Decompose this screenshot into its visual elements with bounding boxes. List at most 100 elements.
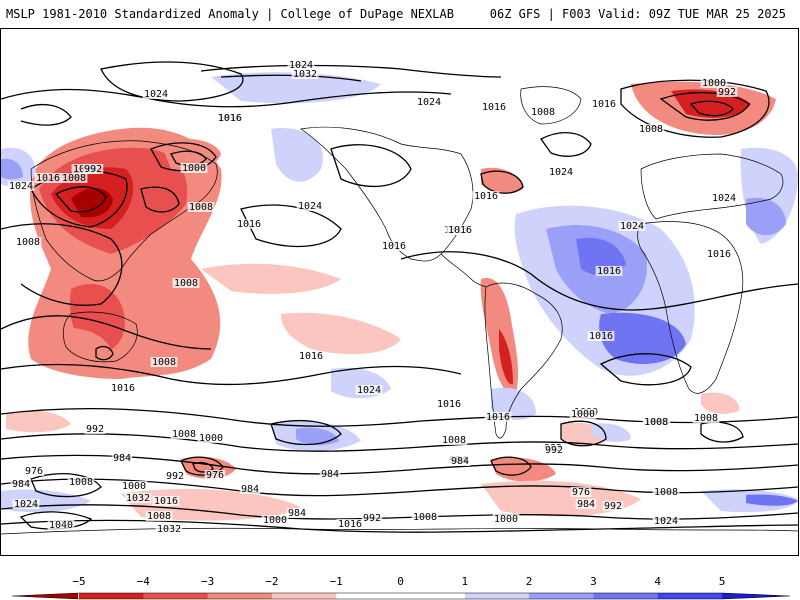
isobar-label-bg [602, 501, 624, 511]
isobar-label: 992 [84, 164, 102, 175]
coastline-greenland [520, 86, 582, 125]
isobar-label: 1008 [189, 202, 213, 213]
isobar-label-bg [446, 225, 474, 235]
header: MSLP 1981-2010 Standardized Anomaly | Co… [0, 0, 800, 28]
isobar-label-bg [180, 163, 208, 173]
anomaly-map: 1024103210241016102410161016100810009921… [1, 60, 798, 535]
isobar-label-bg [529, 107, 557, 117]
isobar-label-bg [152, 496, 180, 506]
colorbar-swatch [464, 593, 530, 599]
isobar-label-bg [111, 453, 133, 463]
isobar-label: 976 [206, 470, 224, 481]
isobar-label: 992 [718, 87, 736, 98]
isobar-label: 1008 [152, 357, 176, 368]
isobar-label-bg [235, 219, 263, 229]
coastline-africa [637, 221, 744, 394]
isobar-label-bg [10, 479, 32, 489]
isobar-label-bg [336, 519, 364, 529]
isobar-label-bg [492, 514, 520, 524]
isobar-label-bg [164, 471, 186, 481]
isobar-label: 984 [288, 508, 306, 519]
colorbar-swatch [271, 593, 337, 599]
isobar-label: 1000 [182, 163, 206, 174]
isobar-label: 1000 [702, 78, 726, 89]
anomaly-region-north-america-west [271, 128, 323, 182]
isobar-label-bg [109, 383, 137, 393]
isobar-label: 984 [451, 456, 469, 467]
isobar-label-bg [145, 511, 173, 521]
isobar-label-bg [197, 433, 225, 443]
isobar-label-bg [170, 429, 198, 439]
map-panel[interactable]: 1024103210241016102410161016100810009921… [0, 28, 799, 556]
isobar-label: 1016 [338, 519, 362, 530]
anomaly-region-australia-south [41, 327, 111, 361]
colorbar-swatch [400, 593, 466, 599]
isobar-label: 1016 [482, 102, 506, 113]
isobar-label: 992 [604, 501, 622, 512]
coastlines [1, 86, 798, 535]
isobar-label-bg [287, 60, 315, 70]
anomaly-region-south-atlantic-core [599, 312, 686, 364]
colorbar: −5 −4 −3 −2 −1 0 1 2 3 4 5 [11, 575, 791, 600]
isobar-label: 1024 [144, 89, 168, 100]
colorbar-arrow-right [722, 593, 790, 599]
isobar-label: 1024 [289, 60, 313, 71]
isobar-label-bg [84, 424, 106, 434]
isobar-label-bg [239, 484, 261, 494]
isobar-label-bg [124, 493, 152, 503]
colorbar-tick-label: −5 [72, 575, 85, 588]
colorbar-tick-label: −4 [137, 575, 151, 588]
isobar-label-bg [411, 512, 439, 522]
isobar-label: 1040 [49, 520, 73, 531]
coastline-north-america [300, 126, 474, 262]
isobar-label-bg [296, 201, 324, 211]
isobar-label: 1008 [639, 124, 663, 135]
isobar-label: 1016 [707, 249, 731, 260]
anomaly-region-north-pacific [201, 263, 341, 294]
model-run-info: 06Z GFS | F003 Valid: 09Z TUE MAR 25 202… [489, 7, 786, 21]
isobar-label-bg [12, 499, 40, 509]
isobar-label: 1016 [218, 113, 242, 124]
isobar-label-bg [142, 89, 170, 99]
isobar-label-bg [47, 520, 75, 530]
isobar-label-bg [480, 102, 508, 112]
isobar-label: 1024 [14, 499, 38, 510]
isobar-label-bg [569, 409, 597, 419]
isobar-label: 1016 [592, 99, 616, 110]
isobar-label: 1008 [16, 237, 40, 248]
isobar-label-bg [587, 331, 615, 341]
isobar-label-bg [60, 173, 88, 183]
isobar-label: 1008 [172, 429, 196, 440]
colorbar-tick-label: 5 [719, 575, 726, 588]
isobar-label: 1016 [437, 399, 461, 410]
anomaly-region-antarctic-east-core [746, 494, 798, 506]
isobar-label-bg [652, 487, 680, 497]
isobar-label-bg [472, 191, 500, 201]
isobar-label-bg [570, 487, 592, 497]
isobar-label: 1016 [36, 173, 60, 184]
isobar-label: 1000 [571, 409, 595, 420]
colorbar-tick-label: −2 [265, 575, 278, 588]
isobar-label: 1024 [549, 167, 573, 178]
isobar-label: 992 [166, 471, 184, 482]
isobar-label-bg [291, 69, 319, 79]
isobar-label: 1008 [62, 173, 86, 184]
isobar-label: 1008 [644, 417, 668, 428]
colorbar-arrow-left [12, 593, 78, 599]
anomaly-region-andes-core [499, 329, 513, 385]
coastline-europe [640, 153, 784, 220]
isobar-label: 1008 [654, 487, 678, 498]
isobar-label-bg [716, 87, 738, 97]
colorbar-tick-label: 1 [461, 575, 468, 588]
isobar-label: 984 [12, 479, 30, 490]
isobar-label-bg [543, 445, 565, 455]
isobar-label-bg [380, 241, 408, 251]
isobar-label-bg [216, 113, 244, 123]
isobar-label: 1000 [263, 515, 287, 526]
isobar-label-bg [82, 164, 104, 174]
anomaly-region-southern-ocean-c [491, 457, 556, 482]
map-title: MSLP 1981-2010 Standardized Anomaly | Co… [6, 7, 454, 21]
isobar-label: 1016 [111, 383, 135, 394]
coastline-central-america [440, 253, 487, 288]
isobar-label-bg [155, 524, 183, 534]
